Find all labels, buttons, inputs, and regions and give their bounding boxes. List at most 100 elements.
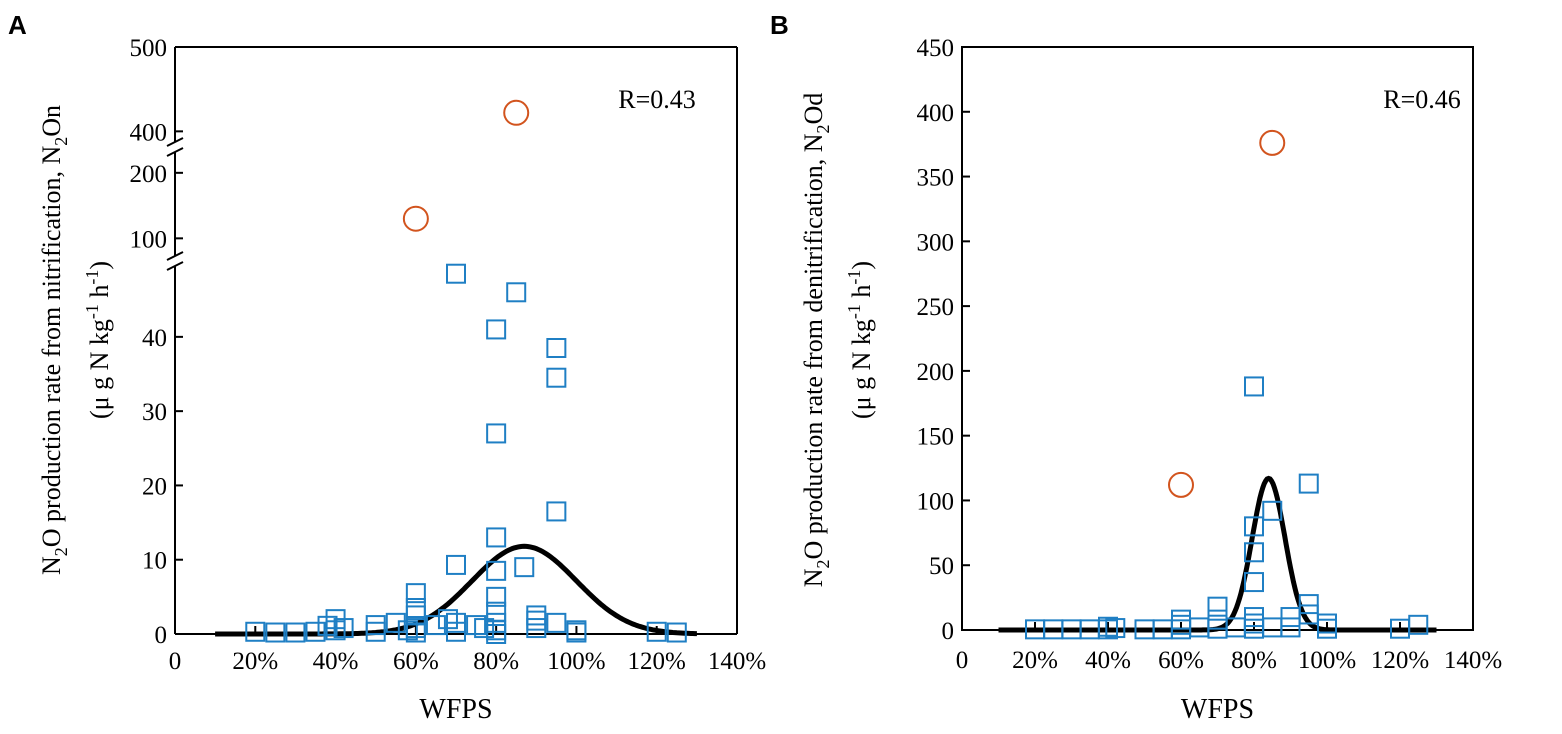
data-point-square-a: [446, 554, 466, 575]
data-point-square-a: [546, 612, 567, 633]
data-point-square-a: [405, 598, 426, 618]
y-tick-label-a: 0: [155, 622, 168, 649]
data-point-square-a: [385, 612, 406, 633]
y-axis-title-b-line2: (μ g N kg-1 h-1): [844, 261, 876, 419]
data-point-square-a: [446, 263, 466, 284]
y-axis-title-b-line2-part: h: [847, 285, 876, 305]
plot-frame-b: [961, 46, 1474, 631]
y-tick-label-b: 350: [917, 165, 955, 192]
y-axis-title-b-line2-part: ): [847, 261, 876, 270]
data-point-square-b: [1244, 376, 1264, 397]
chart-a: 0 10 20 30 40 100 200 400 500 0 20% 40% 60% 80% 100% 12…: [130, 35, 767, 725]
y-tick-label-b: 0: [942, 618, 955, 645]
x-tick-label-b: 60%: [1158, 647, 1204, 674]
data-point-square-a: [486, 423, 507, 444]
data-point-square-b: [1317, 618, 1337, 639]
data-point-square-a: [265, 622, 286, 643]
axis-break-mark-a: [166, 261, 184, 271]
data-point-square-a: [405, 583, 426, 604]
data-point-square-a: [365, 621, 386, 642]
data-point-square-b: [1298, 594, 1319, 615]
y-tick-label-b: 150: [917, 424, 955, 451]
y-axis-title-a-line1-part: 2: [51, 137, 71, 146]
axis-break-mark-a: [166, 147, 184, 157]
y-tick-label-a: 500: [130, 35, 168, 62]
data-point-square-a: [446, 612, 466, 633]
data-point-square-b: [1244, 516, 1264, 537]
data-point-square-a: [546, 338, 567, 358]
y-tick-label-b: 200: [917, 359, 955, 386]
data-point-square-a: [546, 501, 567, 522]
x-tick-label-a: 120%: [628, 648, 686, 675]
data-point-square-b: [1207, 596, 1228, 617]
data-point-square-a: [405, 622, 426, 643]
data-point-square-b: [1280, 617, 1301, 638]
data-point-square-a: [486, 560, 507, 581]
y-tick-label-a: 20: [142, 473, 167, 500]
y-axis-title-a-line1: N2O production rate from nitrification, …: [37, 105, 71, 575]
y-tick-label-a: 10: [142, 548, 167, 575]
y-tick-label-a: 30: [142, 399, 167, 426]
x-tick-label-b: 140%: [1444, 647, 1502, 674]
x-tick-label-a: 80%: [473, 648, 519, 675]
y-axis-title-b-line2-part: -1: [844, 270, 864, 285]
y-axis-title-b-line2-part: (μ g N kg: [847, 319, 876, 419]
y-axis-title-b-line1-part: Od: [799, 93, 828, 125]
x-tick-label-b: 120%: [1371, 647, 1429, 674]
y-axis-title-a-line2-part: ): [85, 261, 114, 270]
panel-label-a: A: [8, 10, 27, 40]
x-tick-label-b: 20%: [1012, 647, 1058, 674]
data-point-square-b: [1408, 614, 1429, 635]
data-point-square-a: [474, 618, 495, 639]
y-tick-label-a: 40: [142, 325, 167, 352]
data-point-square-a: [486, 624, 507, 644]
y-axis-title-a-line1-part: O production rate from nitrification, N: [37, 146, 66, 548]
x-tick-label-b: 0: [956, 647, 969, 674]
annotation-r-b: R=0.46: [1383, 85, 1461, 114]
data-point-square-b: [1244, 542, 1264, 563]
y-tick-label-b: 100: [917, 488, 955, 515]
data-point-square-a: [514, 557, 535, 578]
x-tick-label-a: 140%: [708, 648, 766, 675]
x-axis-title-b: WFPS: [1181, 694, 1254, 725]
y-axis-title-a-line1-part: 2: [51, 547, 71, 556]
data-point-square-a: [546, 367, 567, 388]
data-point-square-b: [1262, 500, 1283, 521]
data-point-square-b: [1244, 572, 1264, 593]
data-point-square-a: [646, 621, 667, 642]
y-tick-label-a: 200: [130, 161, 168, 188]
y-tick-label-a: 100: [130, 226, 168, 253]
data-point-square-a: [305, 621, 326, 642]
y-axis-title-b-line1-part: 2: [813, 559, 833, 568]
data-point-square-a: [486, 527, 507, 548]
y-tick-label-b: 450: [917, 35, 955, 62]
data-point-circle-b: [1168, 471, 1194, 498]
y-axis-title-a-line2: (μ g N kg-1 h-1): [82, 261, 114, 419]
x-tick-label-a: 40%: [313, 648, 359, 675]
x-axis-title-a: WFPS: [419, 694, 492, 725]
data-point-square-a: [566, 622, 587, 643]
panel-label-b: B: [770, 10, 789, 40]
data-point-circle-a: [503, 99, 530, 126]
data-point-square-a: [526, 610, 547, 631]
data-point-square-a: [333, 618, 354, 639]
y-axis-title-a-line2-part: (μ g N kg: [85, 319, 114, 419]
y-tick-label-b: 250: [917, 294, 955, 321]
data-point-square-a: [486, 319, 507, 340]
y-axis-title-a-line1-part: N: [37, 556, 66, 575]
y-axis-title-b-line1-part: N: [799, 568, 828, 587]
x-tick-label-b: 100%: [1298, 647, 1356, 674]
data-point-square-b: [1098, 616, 1118, 637]
y-tick-label-b: 50: [929, 553, 954, 580]
y-axis-title-a-line2-part: -1: [82, 270, 102, 285]
data-point-square-a: [486, 586, 507, 607]
fit-curve-a: [215, 543, 697, 637]
y-axis-title-a-line2-part: -1: [82, 304, 102, 319]
y-axis-title-b-line1-part: 2: [813, 125, 833, 134]
data-point-circle-a: [402, 205, 429, 232]
x-tick-label-a: 20%: [232, 648, 278, 675]
y-tick-label-a: 400: [130, 119, 168, 146]
y-axis-title-a-line1-part: On: [37, 105, 66, 137]
y-axis-title-a-line2-part: h: [85, 285, 114, 305]
